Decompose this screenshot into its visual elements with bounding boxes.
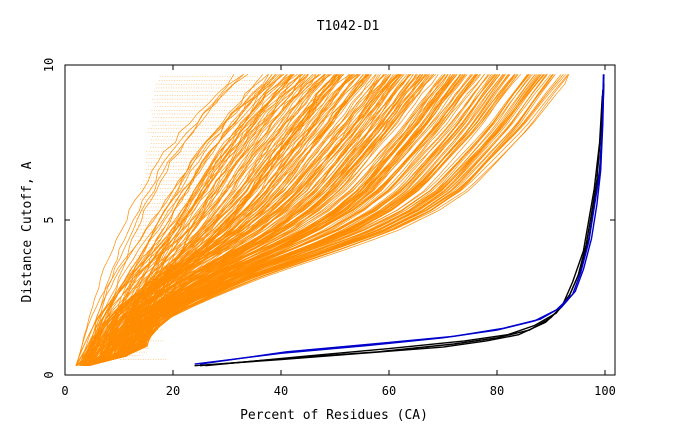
x-tick-label: 100 [594,384,616,398]
orange-series-line [84,74,529,367]
orange-series-line [85,74,277,366]
orange-series-line [88,74,556,367]
orange-series-line [87,74,405,367]
orange-series-line [85,74,244,366]
orange-series-line [84,74,359,367]
orange-series-line [80,74,384,366]
orange-series-line [88,74,434,367]
orange-series-line [88,74,569,367]
chart-title: T1042-D1 [317,19,380,34]
orange-series-line [88,74,314,367]
orange-series-line [84,74,423,366]
orange-series-line [87,74,309,366]
orange-series-line [76,74,235,366]
blue-series-line [199,74,605,365]
x-tick-label: 80 [490,384,504,398]
x-axis-label: Percent of Residues (CA) [240,408,428,423]
orange-series-line [78,74,335,366]
orange-series-line [86,74,282,367]
orange-series-line [87,74,321,367]
orange-series-line [86,74,295,366]
x-axis: 0 20 40 60 80 100 [61,65,616,398]
y-tick-label: 10 [42,58,56,72]
x-tick-label: 60 [382,384,396,398]
orange-series-line [85,74,515,366]
orange-series-line [85,74,295,367]
orange-series-line [76,74,264,366]
orange-series-line [85,74,536,367]
orange-series-line [88,74,361,367]
orange-series-line [85,74,287,367]
orange-series-line [86,74,423,367]
orange-series-line [89,74,405,367]
orange-series-line [84,74,456,367]
orange-series-line [85,74,452,367]
x-tick-label: 40 [274,384,288,398]
orange-series-line [87,74,445,367]
orange-series-line [85,74,351,366]
orange-series-line [87,74,414,367]
data-layer [75,74,605,367]
orange-series-line [83,74,379,366]
orange-series-line [87,74,504,367]
orange-series-line [84,74,562,367]
y-tick-label: 5 [42,216,56,223]
orange-series-line [88,74,330,367]
orange-series-line [85,74,548,367]
orange-series-line [83,74,504,366]
orange-series-line [87,74,461,367]
orange-series-line [83,74,538,367]
orange-series-line [82,74,294,366]
y-axis-label: Distance Cutoff, A [20,161,35,302]
y-axis: 0 5 10 [42,58,615,379]
orange-series-line [83,74,360,367]
orange-series-line [88,74,309,367]
orange-series-line [84,74,510,367]
orange-series-line [75,74,320,366]
orange-series-line [86,74,306,367]
x-tick-label: 0 [61,384,68,398]
orange-series-line [86,74,361,367]
x-tick-label: 20 [166,384,180,398]
blue-series-line [194,74,605,365]
orange-series-line [75,74,325,366]
orange-series-line [88,74,443,367]
orange-series-line [85,74,408,367]
y-tick-label: 0 [42,371,56,378]
orange-series-line [87,74,270,366]
orange-series-line [88,74,392,366]
